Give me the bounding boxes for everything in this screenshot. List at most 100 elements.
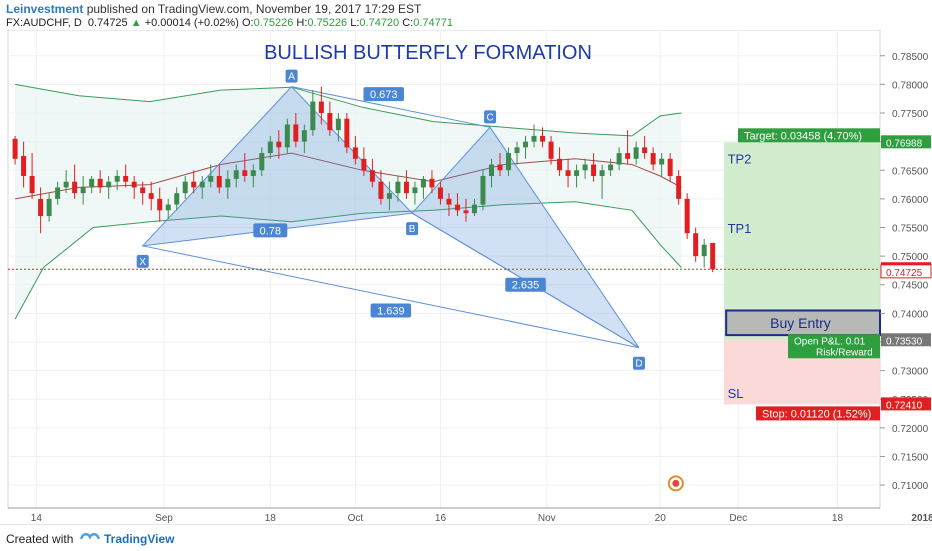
candle-body: [403, 181, 409, 194]
candle-body: [446, 198, 452, 205]
candle: [225, 170, 231, 199]
price-tag-box: [881, 397, 931, 411]
low-label: L:: [350, 17, 360, 29]
candle: [97, 170, 103, 194]
candle-body: [344, 118, 350, 148]
pattern-ratio-label: 2.635: [512, 280, 540, 292]
open-label: O:: [241, 17, 254, 29]
candle: [106, 175, 112, 199]
candle-body: [174, 193, 180, 205]
candle: [557, 147, 563, 176]
x-tick-label: 18: [265, 513, 277, 524]
candle: [259, 147, 265, 176]
candle: [701, 238, 707, 268]
candle-body: [684, 198, 690, 234]
candle: [403, 170, 409, 199]
candle: [480, 170, 486, 211]
y-tick-label: 0.72000: [892, 424, 929, 435]
candle-body: [335, 118, 341, 131]
open-pnl-label: Open P&L: 0.01: [794, 336, 866, 347]
buy-entry-label: Buy Entry: [770, 315, 831, 331]
footer: Created with TradingView: [0, 524, 932, 551]
y-tick-label: 0.77500: [892, 109, 929, 120]
candle: [514, 141, 520, 165]
candle-body: [531, 135, 537, 142]
candle: [437, 181, 443, 205]
candle: [642, 135, 648, 159]
candle: [327, 101, 333, 136]
candle-body: [369, 170, 375, 182]
candle-body: [514, 147, 520, 154]
target-zone: [724, 142, 880, 341]
candle-body: [701, 244, 707, 257]
candle-body: [80, 187, 86, 194]
y-tick-label: 0.73000: [892, 367, 929, 378]
candle: [497, 153, 503, 176]
candle-body: [318, 101, 324, 114]
candle-body: [667, 158, 673, 176]
candle: [284, 118, 290, 154]
candle-body: [216, 175, 222, 188]
pattern-point-label: D: [635, 359, 642, 370]
price-chart[interactable]: Buy Entry TP2 TP1 SL Target: 0.03458 (4.70%)…: [0, 30, 932, 524]
x-tick-label: 16: [435, 513, 447, 524]
event-marker-center: [672, 479, 680, 487]
last-price: 0.74725: [87, 17, 128, 29]
candle: [46, 193, 52, 222]
candle-body: [616, 153, 622, 165]
pnl-box: [788, 334, 880, 359]
author-link[interactable]: Leinvestment: [6, 2, 84, 16]
candle: [591, 153, 597, 182]
candle: [454, 193, 460, 217]
y-tick-label: 0.75500: [892, 223, 929, 234]
price-tag: 0.72410: [881, 397, 931, 411]
stop-label-box: [756, 406, 880, 421]
candle: [395, 175, 401, 202]
price-tag-box: [881, 135, 931, 149]
candle-body: [12, 138, 18, 159]
y-tick-label: 0.76000: [892, 195, 929, 206]
candle: [523, 135, 529, 159]
candle: [242, 153, 248, 182]
candle: [659, 153, 665, 176]
candle-body: [497, 164, 503, 171]
candle-body: [97, 178, 103, 188]
pattern-point-label: C: [486, 112, 493, 123]
high-value: 0.75226: [307, 17, 348, 29]
candle: [276, 130, 282, 159]
price-tag-label: 0.76988: [886, 138, 923, 149]
candle-body: [140, 187, 146, 194]
candle: [208, 164, 214, 188]
candle-body: [523, 141, 529, 148]
candle-body: [148, 193, 154, 199]
candle-body: [506, 153, 512, 171]
candle: [548, 135, 554, 165]
candle-body: [21, 155, 27, 176]
candle-body: [557, 158, 563, 171]
buy-entry-box: [725, 309, 882, 337]
candle-body: [63, 181, 69, 188]
brand-text[interactable]: TradingView: [104, 532, 175, 546]
x-tick-label: 20: [655, 513, 667, 524]
candle: [38, 187, 44, 234]
y-tick-label: 0.78000: [892, 80, 929, 91]
candle-body: [429, 178, 435, 188]
pattern-point-d: D: [632, 356, 645, 370]
bollinger-lower: [14, 201, 682, 320]
y-tick-label: 0.78500: [892, 52, 929, 63]
candle: [463, 198, 469, 222]
price-tag-label: 0.74725: [886, 268, 923, 279]
tradingview-logo-icon: [80, 533, 100, 540]
candle-body: [310, 101, 316, 131]
price-tag-label: 0.72410: [886, 400, 923, 411]
candle-body: [157, 198, 163, 211]
candle: [352, 135, 358, 165]
y-tick-label: 0.74000: [892, 309, 929, 320]
candle-body: [293, 124, 299, 142]
y-tick-label: 0.75000: [892, 252, 929, 263]
candle-body: [72, 181, 78, 194]
candle: [369, 158, 375, 188]
candle-body: [250, 170, 256, 176]
candle: [72, 164, 78, 199]
candle: [344, 113, 350, 154]
